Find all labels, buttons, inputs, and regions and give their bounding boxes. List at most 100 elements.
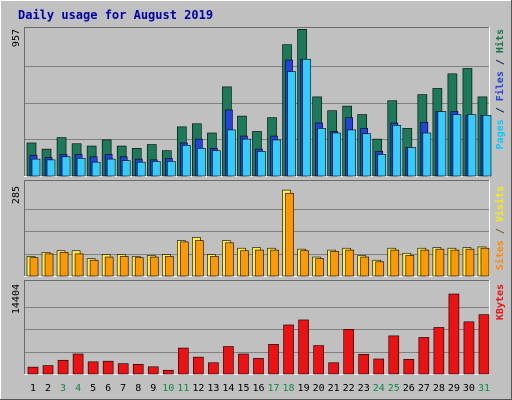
x-tick-label-9: 9: [150, 383, 156, 394]
bar-kbytes-20: [313, 345, 324, 375]
bar-sites-8: [134, 257, 144, 277]
bar-sites-3: [59, 252, 69, 277]
x-tick-label-2: 2: [45, 383, 51, 394]
series-legend-label: KBytes: [495, 284, 506, 320]
bar-kbytes-21: [328, 362, 339, 375]
bar-kbytes-4: [72, 353, 84, 375]
x-tick-label-16: 16: [252, 383, 264, 394]
bar-pages-17: [272, 139, 281, 177]
x-tick-label-31: 31: [478, 383, 490, 394]
bar-kbytes-28: [433, 327, 445, 375]
bar-kbytes-10: [162, 369, 174, 375]
x-tick-label-26: 26: [403, 383, 415, 394]
legend-text: Sites: [494, 240, 506, 270]
bar-kbytes-14: [223, 346, 234, 375]
y-max-label: 285: [11, 186, 22, 204]
y-max-label: 957: [11, 29, 22, 47]
bar-sites-10: [164, 256, 174, 277]
bar-pages-30: [467, 114, 477, 177]
x-tick-label-25: 25: [388, 383, 400, 394]
bar-sites-22: [345, 249, 354, 277]
bar-kbytes-8: [132, 364, 144, 375]
x-tick-label-27: 27: [418, 383, 430, 394]
panel-top: 957 Pages / Files / Hits: [11, 27, 506, 177]
bar-kbytes-30: [463, 321, 475, 375]
x-tick-label-15: 15: [237, 383, 249, 394]
bar-kbytes-2: [42, 365, 54, 375]
x-tick-label-10: 10: [162, 383, 174, 394]
panel-middle: 285 Sites / Visits: [11, 180, 506, 277]
bar-kbytes-7: [117, 363, 129, 375]
bar-pages-14: [227, 129, 236, 177]
x-tick-label-8: 8: [135, 383, 141, 394]
legend-text: Visits: [494, 186, 506, 222]
bar-kbytes-17: [268, 344, 279, 375]
x-tick-label-14: 14: [222, 383, 234, 394]
x-tick-label-24: 24: [373, 383, 385, 394]
chart-title: Daily usage for August 2019: [18, 8, 213, 22]
bar-sites-20: [315, 258, 324, 277]
bar-pages-19: [302, 58, 311, 177]
bar-sites-11: [180, 241, 189, 277]
x-tick-label-23: 23: [358, 383, 370, 394]
x-tick-label-13: 13: [207, 383, 219, 394]
bar-kbytes-15: [238, 353, 249, 375]
bar-pages-23: [362, 133, 372, 177]
bar-pages-21: [332, 132, 341, 177]
bar-pages-16: [257, 151, 266, 177]
bar-kbytes-26: [403, 359, 415, 375]
bar-pages-5: [91, 161, 101, 177]
panel-bottom: 14404 KBytes: [11, 280, 506, 375]
legend-text: Files: [494, 71, 506, 101]
y-max-label: 14404: [11, 284, 22, 314]
bar-sites-7: [119, 256, 129, 277]
bar-sites-2: [44, 253, 54, 277]
x-tick-label-22: 22: [343, 383, 355, 394]
bar-pages-31: [482, 115, 492, 177]
bar-pages-15: [242, 138, 251, 177]
bar-sites-5: [89, 259, 99, 277]
x-tick-label-4: 4: [75, 383, 81, 394]
x-tick-label-7: 7: [120, 383, 126, 394]
legend-text: KBytes: [495, 284, 506, 320]
x-tick-label-29: 29: [448, 383, 460, 394]
bar-sites-31: [480, 247, 490, 277]
bar-pages-13: [212, 150, 221, 177]
bar-sites-4: [74, 253, 84, 277]
series-kbytes: [27, 293, 490, 375]
x-tick-label-19: 19: [298, 383, 310, 394]
bar-pages-25: [392, 125, 402, 177]
bar-kbytes-27: [418, 337, 430, 375]
bar-pages-20: [317, 128, 326, 177]
legend-text: Hits: [494, 29, 506, 53]
bar-pages-26: [407, 147, 417, 177]
bar-sites-15: [240, 250, 249, 277]
legend-text: /: [495, 53, 506, 71]
x-tick-label-11: 11: [177, 383, 189, 394]
bar-sites-9: [149, 256, 159, 277]
x-tick-label-1: 1: [30, 383, 36, 394]
legend-text: Pages: [495, 119, 506, 149]
bar-sites-16: [255, 249, 264, 277]
bar-sites-21: [330, 251, 339, 277]
bar-sites-1: [29, 257, 39, 277]
bar-sites-19: [300, 250, 309, 277]
bar-kbytes-22: [343, 329, 354, 375]
bar-pages-4: [76, 158, 86, 177]
bar-kbytes-23: [358, 354, 370, 375]
x-tick-label-3: 3: [60, 383, 66, 394]
bar-pages-27: [422, 132, 432, 177]
x-tick-label-18: 18: [283, 383, 295, 394]
bar-kbytes-18: [283, 324, 294, 375]
bar-sites-27: [420, 249, 430, 277]
bar-sites-23: [360, 256, 370, 277]
x-tick-label-6: 6: [105, 383, 111, 394]
bar-pages-18: [287, 71, 296, 177]
bar-sites-28: [435, 248, 445, 277]
bar-sites-24: [375, 261, 385, 277]
bar-pages-29: [452, 114, 462, 177]
bar-kbytes-13: [208, 362, 219, 375]
bar-pages-7: [121, 160, 131, 177]
bar-sites-6: [104, 256, 114, 277]
